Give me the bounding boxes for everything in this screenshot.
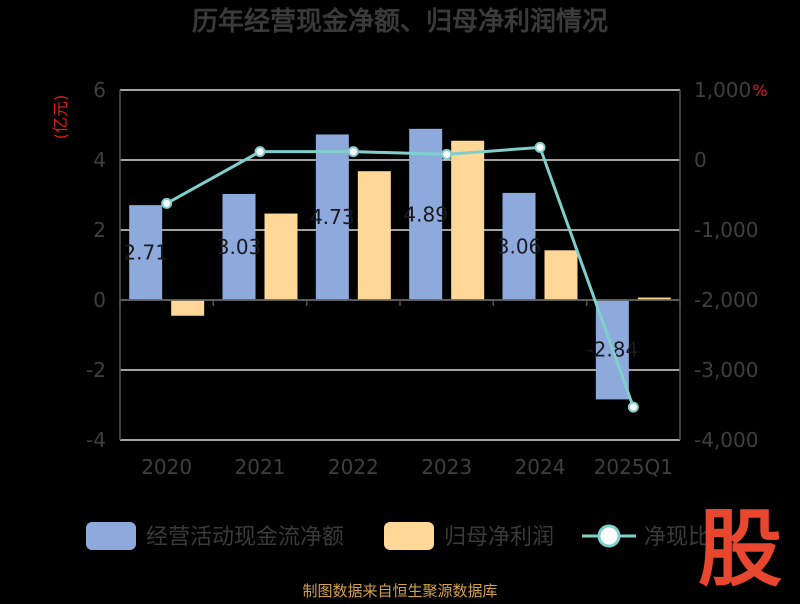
right-tick-label: -1,000	[694, 218, 758, 242]
right-axis-unit: %	[752, 81, 767, 100]
right-tick-label: -3,000	[694, 358, 758, 382]
left-axis-ticks: 6 4 2 0 -2 -4	[86, 78, 106, 452]
series-line	[165, 145, 635, 408]
bar	[451, 140, 485, 300]
bar	[315, 134, 349, 300]
chart-title: 历年经营现金净额、归母净利润情况	[192, 6, 608, 37]
legend-marker-icon	[597, 524, 621, 548]
left-tick-label: -2	[86, 358, 106, 382]
left-axis-unit: (亿元)	[51, 95, 70, 140]
x-tick-label: 2023	[421, 455, 472, 479]
x-axis-ticks: 2020 2021 2022 2023 2024 2025Q1	[141, 455, 673, 479]
data-label: 3.06	[497, 234, 542, 258]
x-tick-label: 2025Q1	[594, 455, 673, 479]
x-axis-tick-marks	[119, 300, 681, 306]
line-point	[627, 401, 639, 413]
bar	[544, 250, 578, 300]
legend-label-net-profit: 归母净利润	[444, 525, 554, 550]
data-label: 3.03	[217, 235, 262, 259]
right-tick-label: -2,000	[694, 288, 758, 312]
legend: 经营活动现金流净额 归母净利润 净现比	[86, 522, 710, 550]
bar	[171, 300, 205, 316]
data-label: 2.71	[123, 241, 168, 265]
bar	[409, 128, 443, 300]
legend-label-cash-ratio: 净现比	[644, 525, 710, 550]
line-point	[161, 197, 173, 209]
bar	[502, 192, 536, 300]
right-tick-label: -4,000	[694, 428, 758, 452]
legend-swatch-net-profit	[384, 522, 434, 550]
bar	[357, 171, 391, 300]
line-point	[441, 148, 453, 160]
left-tick-label: 2	[93, 218, 106, 242]
left-tick-label: 6	[93, 78, 106, 102]
line-point	[534, 141, 546, 153]
bar	[264, 213, 298, 300]
logo-mark: 股	[698, 500, 782, 598]
bar	[129, 205, 163, 300]
bar	[637, 297, 671, 300]
net-profit-bars	[171, 140, 671, 316]
x-tick-label: 2022	[328, 455, 379, 479]
cashflow-data-labels: 2.71 3.03 4.73 4.89 3.06 -2.84	[123, 202, 638, 361]
left-tick-label: 0	[93, 288, 106, 312]
x-tick-label: 2021	[235, 455, 286, 479]
right-tick-label: 0	[694, 148, 707, 172]
right-tick-label: 1,000	[694, 78, 751, 102]
cash-ratio-series	[161, 141, 639, 413]
legend-swatch-cashflow	[86, 522, 136, 550]
x-tick-label: 2024	[515, 455, 566, 479]
data-source-note: 制图数据来自恒生聚源数据库	[302, 582, 497, 600]
legend-label-cashflow: 经营活动现金流净额	[146, 525, 344, 550]
bar	[222, 193, 256, 300]
right-axis-ticks: 1,000 0 -1,000 -2,000 -3,000 -4,000	[694, 78, 758, 452]
line-point	[347, 146, 359, 158]
left-tick-label: 4	[93, 148, 106, 172]
x-tick-label: 2020	[141, 455, 192, 479]
data-label: 4.73	[310, 205, 355, 229]
line-point	[254, 146, 266, 158]
left-tick-label: -4	[86, 428, 106, 452]
data-label: 4.89	[403, 202, 448, 226]
